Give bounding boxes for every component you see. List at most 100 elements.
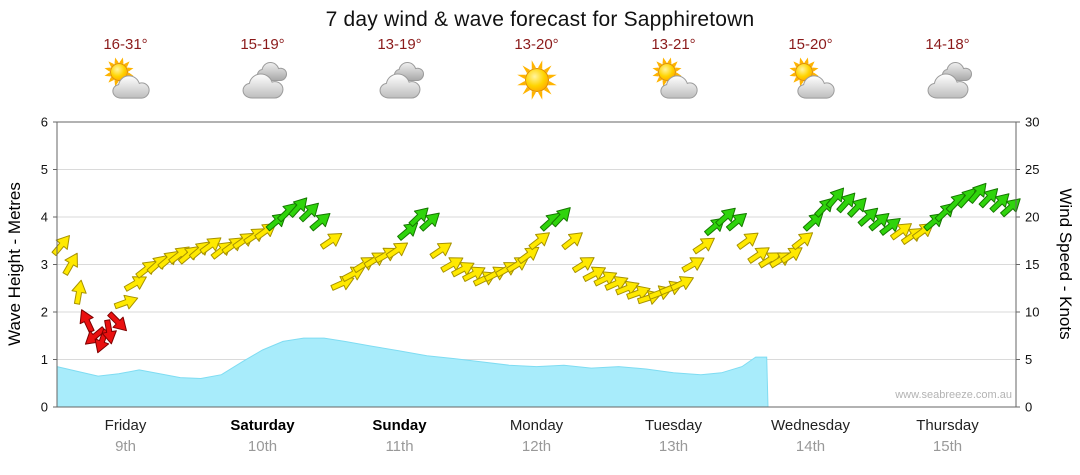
wind-arrow (123, 276, 147, 292)
wind-arrow (626, 285, 651, 300)
wind-arrow (604, 276, 629, 291)
wave-axis-label: Wave Height - Metres (5, 182, 24, 346)
wave-tick-label: 2 (41, 305, 48, 320)
day-label: Wednesday 14th (742, 416, 879, 456)
gridlines (57, 169, 1016, 360)
day-date: 9th (115, 438, 136, 455)
partly-sunny-icon (789, 57, 838, 104)
wind-tick-label: 25 (1025, 162, 1039, 177)
wind-tick-label: 30 (1025, 115, 1039, 130)
wind-tick-label: 20 (1025, 210, 1039, 225)
wind-arrow (692, 237, 715, 255)
day-date: 12th (521, 438, 552, 455)
cloud-glyph (243, 74, 283, 98)
day-label: Tuesday 13th (605, 416, 742, 456)
wind-arrow (440, 257, 464, 273)
wind-arrow (71, 279, 87, 305)
wind-arrow (451, 261, 475, 278)
day-date: 10th (247, 438, 278, 455)
wind-arrow (802, 212, 824, 232)
day-column: 13-21° (605, 36, 742, 104)
wind-arrow (51, 235, 70, 257)
wind-arrow (780, 247, 803, 264)
wind-arrow (1000, 198, 1021, 218)
wind-arrow (419, 212, 440, 232)
cloud-glyph (660, 76, 696, 98)
day-date: 15th (932, 438, 963, 455)
wind-arrow (528, 232, 550, 251)
wind-arrow (747, 247, 770, 264)
watermark: www.seabreeze.com.au (895, 389, 1012, 401)
wind-arrow (84, 326, 106, 345)
wind-arrow (385, 242, 409, 260)
day-column: 13-20° (468, 36, 605, 104)
wind-arrow (408, 207, 429, 228)
wind-tick-label: 0 (1025, 400, 1032, 415)
day-column: 15-20° (742, 36, 879, 104)
day-label: Monday 12th (468, 416, 605, 456)
temperature-range: 15-19° (240, 36, 285, 53)
cloudy-icon (921, 57, 975, 104)
wind-tick-label: 15 (1025, 257, 1039, 272)
day-date: 14th (795, 438, 826, 455)
wind-arrow (397, 222, 419, 241)
day-name: Wednesday (771, 417, 850, 434)
wind-arrow (978, 188, 999, 209)
wave-tick-label: 4 (41, 210, 48, 225)
day-date: 11th (385, 438, 414, 455)
wind-arrow (989, 193, 1010, 213)
wind-arrow (847, 197, 867, 218)
wind-axis-label: Wind Speed - Knots (1056, 188, 1075, 340)
day-name: Sunday (372, 417, 427, 434)
sun-glyph (652, 57, 681, 87)
cloudy-icon (236, 57, 290, 104)
temperature-range: 13-21° (651, 36, 696, 53)
wind-arrow (736, 232, 759, 250)
wind-arrow (113, 294, 139, 310)
wind-arrow (561, 232, 583, 251)
day-name: Tuesday (645, 417, 702, 434)
wave-tick-label: 5 (41, 162, 48, 177)
wind-arrow (429, 242, 452, 260)
wind-arrow (62, 252, 78, 276)
wave-axis-ticks: 0 1 2 3 4 5 6 (41, 115, 57, 415)
wind-arrow (791, 232, 814, 251)
temperature-range: 13-20° (514, 36, 559, 53)
day-column: 15-19° (194, 36, 331, 104)
wave-line (56, 337, 769, 408)
temperature-range: 15-20° (788, 36, 833, 53)
sun-glyph (516, 60, 557, 100)
page-title: 7 day wind & wave forecast for Sapphiret… (325, 8, 755, 31)
day-labels: Friday 9th Saturday 10th Sunday 11th Monday 12t… (57, 416, 1016, 456)
cloud-glyph (797, 76, 833, 98)
wind-arrow (857, 207, 879, 227)
day-name: Thursday (916, 417, 979, 434)
wind-arrow (517, 246, 540, 265)
day-name: Saturday (230, 417, 295, 434)
day-label: Saturday 10th (194, 416, 331, 456)
partly-sunny-icon (652, 57, 701, 104)
wind-arrow (288, 197, 308, 218)
wind-tick-label: 10 (1025, 305, 1039, 320)
wind-arrow (725, 212, 747, 232)
wind-arrow (309, 212, 331, 232)
day-name: Monday (509, 417, 564, 434)
temperature-range: 13-19° (377, 36, 422, 53)
day-label: Thursday 15th (879, 416, 1016, 456)
wind-arrow (681, 257, 705, 273)
wind-arrow (582, 266, 606, 282)
wind-arrow (107, 311, 127, 332)
wave-area (57, 338, 768, 407)
wind-tick-label: 5 (1025, 352, 1032, 367)
wind-arrow (79, 309, 95, 334)
day-label: Friday 9th (57, 416, 194, 456)
cloud-glyph (928, 74, 968, 98)
wind-axis-ticks: 0 5 10 15 20 25 30 (1016, 115, 1039, 415)
wind-arrow (836, 192, 856, 214)
day-column: 16-31° (57, 36, 194, 104)
forecast-day-row: 16-31° 15-19° 13-19° 13-20° 13-21° 15-20° 14-1… (57, 36, 1016, 104)
wind-arrow (319, 233, 343, 250)
wind-arrows (51, 182, 1021, 354)
